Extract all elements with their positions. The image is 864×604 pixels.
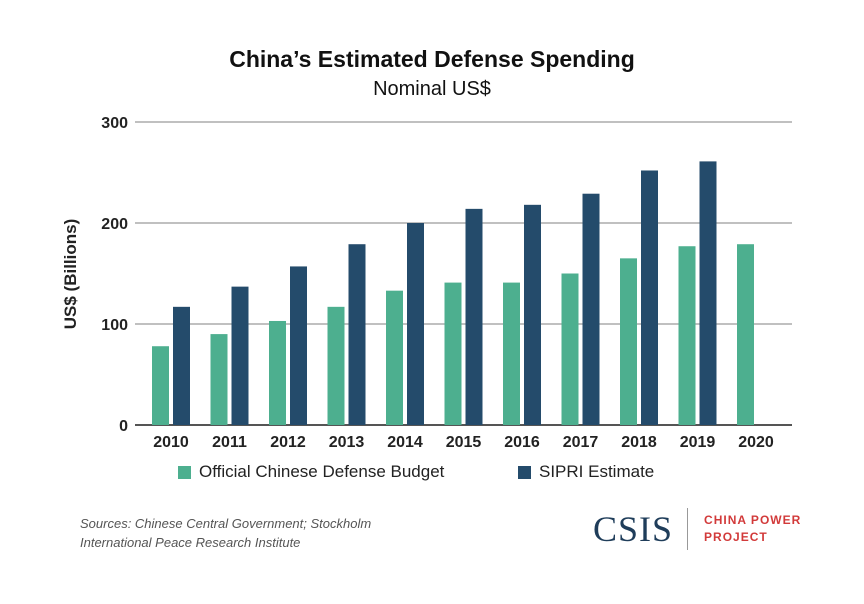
y-tick-label: 100 xyxy=(101,317,128,334)
x-tick-label: 2013 xyxy=(329,434,365,451)
legend-swatch-sipri xyxy=(518,465,531,479)
logo-org: CSIS xyxy=(593,509,674,549)
bar-official-2016 xyxy=(503,282,520,425)
bar-official-2020 xyxy=(737,244,754,425)
legend-swatch-official xyxy=(178,465,191,479)
logo-project: CHINA POWER PROJECT xyxy=(704,512,801,546)
bar-official-2017 xyxy=(561,273,579,425)
x-tick-label: 2014 xyxy=(387,434,423,451)
bar-official-2014 xyxy=(386,290,403,425)
bar-sipri-2010 xyxy=(173,306,190,425)
x-tick-label: 2011 xyxy=(212,434,247,451)
legend-label-official: Official Chinese Defense Budget xyxy=(199,462,445,481)
bar-official-2019 xyxy=(678,246,696,425)
csis-logo: CSIS CHINA POWER PROJECT xyxy=(593,508,801,550)
logo-project-line: PROJECT xyxy=(704,530,768,544)
x-tick-label: 2016 xyxy=(504,434,540,451)
bar-sipri-2015 xyxy=(465,208,483,425)
bar-official-2011 xyxy=(210,334,228,425)
bar-sipri-2017 xyxy=(582,193,600,425)
y-tick-label: 0 xyxy=(119,418,128,435)
bar-sipri-2012 xyxy=(290,266,307,425)
source-note: Sources: Chinese Central Government; Sto… xyxy=(80,514,371,552)
x-tick-label: 2012 xyxy=(270,434,306,451)
bar-sipri-2011 xyxy=(231,286,249,425)
x-tick-label: 2017 xyxy=(563,434,599,451)
logo-project-line: CHINA POWER xyxy=(704,513,802,527)
bar-sipri-2016 xyxy=(524,204,541,425)
x-tick-label: 2018 xyxy=(621,434,657,451)
bar-official-2012 xyxy=(269,320,286,425)
legend-label-sipri: SIPRI Estimate xyxy=(539,462,655,481)
legend-item-official: Official Chinese Defense Budget xyxy=(178,462,444,482)
bar-official-2013 xyxy=(327,306,345,425)
source-line: International Peace Research Institute xyxy=(80,535,301,550)
chart-subtitle: Nominal US$ xyxy=(373,78,491,100)
logo-divider xyxy=(687,508,689,550)
x-tick-label: 2010 xyxy=(153,434,189,451)
legend-item-sipri: SIPRI Estimate xyxy=(518,462,654,482)
bar-official-2018 xyxy=(620,258,637,425)
bar-sipri-2018 xyxy=(641,170,658,425)
bar-sipri-2014 xyxy=(407,223,424,425)
bar-official-2015 xyxy=(444,282,462,425)
x-tick-label: 2019 xyxy=(680,434,716,451)
bar-official-2010 xyxy=(152,346,169,425)
chart-title: China’s Estimated Defense Spending xyxy=(229,46,635,72)
y-tick-label: 200 xyxy=(101,216,128,233)
bar-sipri-2019 xyxy=(699,161,717,425)
y-tick-label: 300 xyxy=(101,115,128,132)
x-tick-label: 2020 xyxy=(738,434,774,451)
y-axis-label: US$ (Billions) xyxy=(61,219,80,330)
source-line: Sources: Chinese Central Government; Sto… xyxy=(80,516,372,531)
x-tick-label: 2015 xyxy=(446,434,482,451)
bar-sipri-2013 xyxy=(348,244,366,425)
